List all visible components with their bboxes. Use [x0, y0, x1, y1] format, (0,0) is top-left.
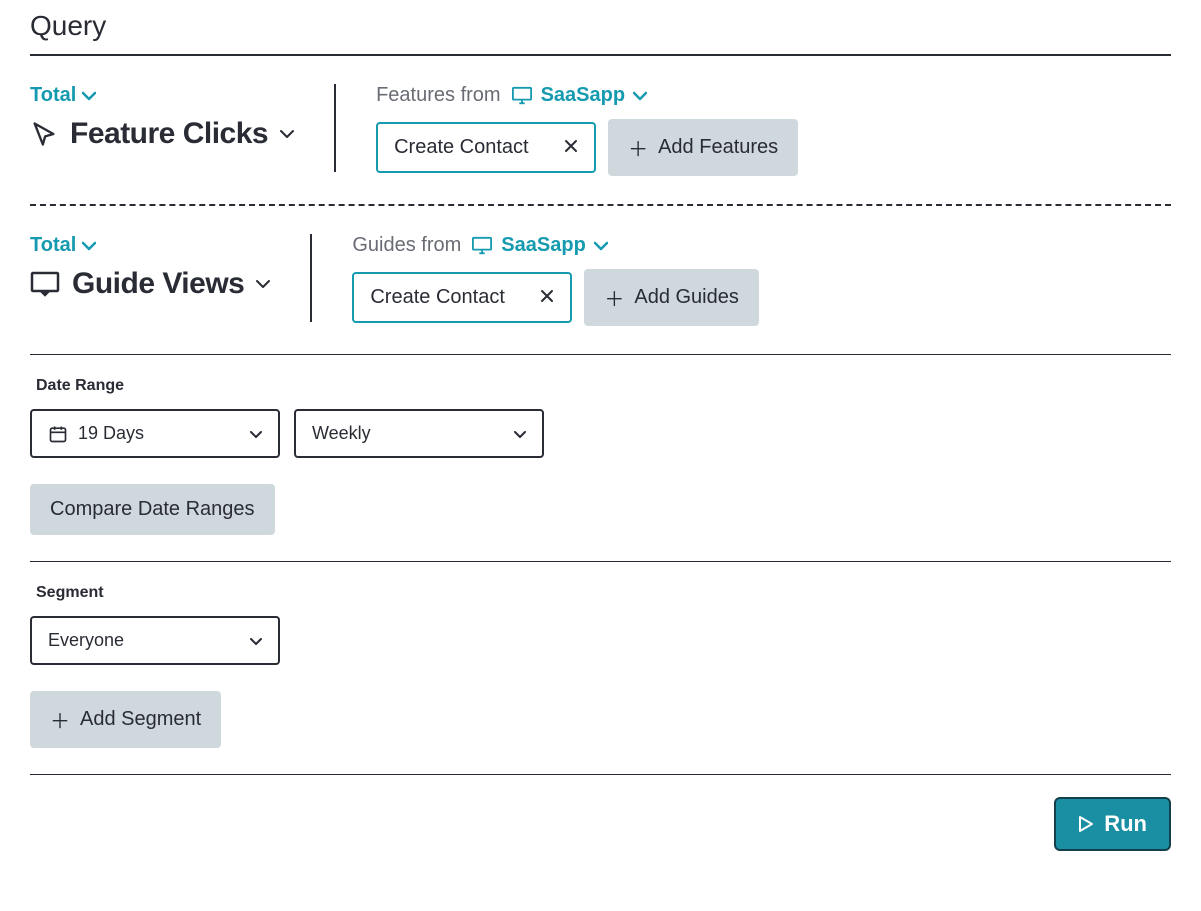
section-divider — [30, 354, 1171, 355]
chevron-down-icon — [514, 423, 526, 444]
chevron-down-icon — [250, 630, 262, 651]
app-name-label: SaaSapp — [541, 84, 625, 107]
segment-section: Segment Everyone ＋ Add Segment — [30, 584, 1171, 774]
run-button[interactable]: Run — [1054, 797, 1171, 851]
section-divider — [30, 774, 1171, 775]
metric-selector-guides: Total Guide Views — [30, 234, 312, 322]
date-range-select[interactable]: 19 Days — [30, 409, 280, 458]
page-title: Query — [30, 10, 1171, 56]
metric-name: Guide Views — [72, 267, 244, 301]
chevron-down-icon — [256, 279, 270, 289]
date-range-label: Date Range — [30, 377, 1171, 395]
cursor-icon — [30, 120, 58, 148]
guides-selection: Guides from SaaSapp Create Contact ＋ — [352, 234, 1171, 326]
chip-label: Create Contact — [394, 136, 529, 159]
close-icon[interactable] — [564, 137, 578, 158]
segment-select[interactable]: Everyone — [30, 616, 280, 665]
close-icon[interactable] — [540, 287, 554, 308]
chevron-down-icon — [82, 91, 96, 101]
metric-selector-features: Total Feature Clicks — [30, 84, 336, 172]
from-label: Features from — [376, 84, 500, 107]
add-guides-button[interactable]: ＋ Add Guides — [584, 269, 759, 326]
metric-dropdown[interactable]: Guide Views — [30, 267, 270, 301]
features-selection: Features from SaaSapp Create Contact ＋ — [376, 84, 1171, 176]
chevron-down-icon — [250, 423, 262, 444]
row-divider — [30, 204, 1171, 206]
chevron-down-icon — [82, 241, 96, 251]
from-label: Guides from — [352, 234, 461, 257]
plus-icon: ＋ — [604, 283, 624, 312]
add-guides-label: Add Guides — [634, 286, 739, 309]
app-dropdown[interactable]: SaaSapp — [511, 84, 647, 107]
add-features-label: Add Features — [658, 136, 778, 159]
feature-chip[interactable]: Create Contact — [376, 122, 596, 173]
monitor-icon — [471, 236, 493, 256]
plus-icon: ＋ — [628, 133, 648, 162]
segment-label: Segment — [30, 584, 1171, 602]
monitor-icon — [511, 86, 533, 106]
add-features-button[interactable]: ＋ Add Features — [608, 119, 798, 176]
run-label: Run — [1104, 811, 1147, 837]
chevron-down-icon — [633, 91, 647, 101]
compare-date-ranges-button[interactable]: Compare Date Ranges — [30, 484, 275, 535]
aggregation-label: Total — [30, 234, 76, 257]
date-range-section: Date Range 19 Days Weekly Compare Date R… — [30, 377, 1171, 561]
section-divider — [30, 561, 1171, 562]
compare-label: Compare Date Ranges — [50, 498, 255, 521]
run-row: Run — [30, 797, 1171, 851]
aggregation-dropdown[interactable]: Total — [30, 84, 96, 107]
date-range-value: 19 Days — [78, 423, 144, 444]
chip-label: Create Contact — [370, 286, 505, 309]
aggregation-dropdown[interactable]: Total — [30, 234, 96, 257]
chevron-down-icon — [594, 241, 608, 251]
app-name-label: SaaSapp — [501, 234, 585, 257]
calendar-icon — [48, 424, 68, 444]
segment-value: Everyone — [48, 630, 124, 651]
app-dropdown[interactable]: SaaSapp — [471, 234, 607, 257]
interval-select[interactable]: Weekly — [294, 409, 544, 458]
interval-value: Weekly — [312, 423, 371, 444]
add-segment-button[interactable]: ＋ Add Segment — [30, 691, 221, 748]
guide-chip[interactable]: Create Contact — [352, 272, 572, 323]
query-row-guides: Total Guide Views Guides from SaaSapp — [30, 234, 1171, 354]
guide-icon — [30, 271, 60, 297]
play-icon — [1078, 815, 1094, 833]
add-segment-label: Add Segment — [80, 708, 201, 731]
metric-dropdown[interactable]: Feature Clicks — [30, 117, 294, 151]
plus-icon: ＋ — [50, 705, 70, 734]
chevron-down-icon — [280, 129, 294, 139]
aggregation-label: Total — [30, 84, 76, 107]
query-row-features: Total Feature Clicks Features from SaaSa… — [30, 84, 1171, 204]
metric-name: Feature Clicks — [70, 117, 268, 151]
